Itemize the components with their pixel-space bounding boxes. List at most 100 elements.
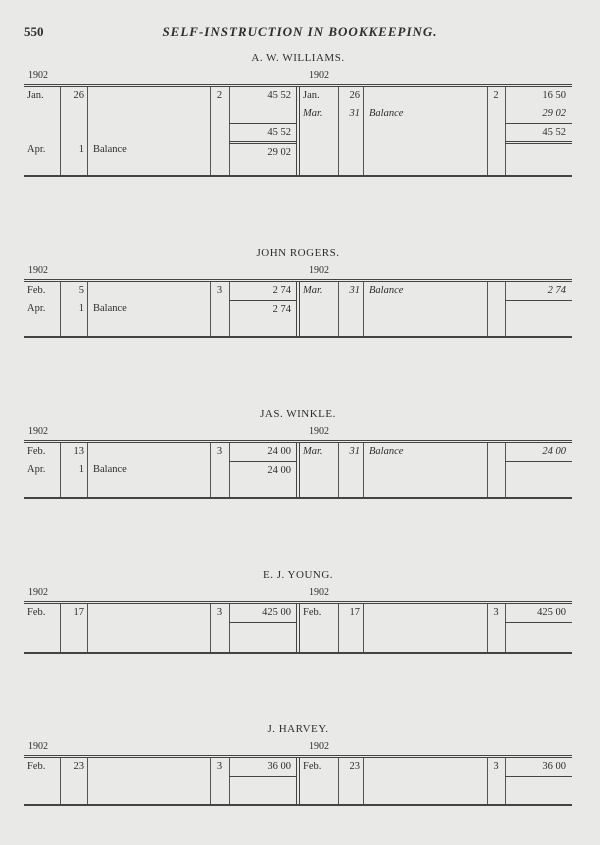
column-rule bbox=[87, 443, 88, 497]
entry-day bbox=[338, 461, 363, 479]
column-rule bbox=[229, 443, 230, 497]
ledger-entry: Mar. 31 Balance 2 74 bbox=[300, 282, 572, 300]
entry-day: 17 bbox=[73, 607, 85, 618]
debit-entries: Feb. 23 3 36 00 bbox=[24, 758, 297, 794]
entry-month bbox=[24, 622, 60, 640]
credit-entries: Mar. 31 Balance 2 74 bbox=[300, 282, 572, 318]
entry-month: Apr. bbox=[27, 303, 46, 314]
entry-amount: 45 52 bbox=[267, 90, 291, 101]
entry-folio: 3 bbox=[493, 761, 499, 772]
entry-folio bbox=[210, 141, 229, 159]
column-rule bbox=[229, 282, 230, 336]
credit-side: Feb. 17 3 425 00 bbox=[300, 604, 572, 652]
entry-day bbox=[60, 622, 87, 640]
entry-folio: 3 bbox=[216, 607, 223, 618]
debit-side: Feb. 23 3 36 00 bbox=[24, 758, 297, 804]
entry-folio: 2 bbox=[493, 90, 499, 101]
column-rule bbox=[338, 282, 339, 336]
entry-day bbox=[60, 105, 87, 123]
column-rule bbox=[505, 87, 506, 175]
column-rule bbox=[60, 604, 61, 652]
ledger-entry bbox=[24, 105, 297, 123]
ledger-account: A. W. WILLIAMS. 1902 1902 Jan. 26 2 45 52 45 52… bbox=[24, 52, 572, 177]
ledger-entry: Apr. 1 Balance 24 00 bbox=[24, 461, 297, 479]
entry-day bbox=[338, 300, 363, 318]
entry-desc bbox=[87, 123, 210, 141]
entry-amount: 24 00 bbox=[267, 446, 291, 457]
entry-month: Apr. bbox=[27, 464, 46, 475]
entry-month: Feb. bbox=[303, 607, 322, 618]
entry-day: 26 bbox=[349, 90, 361, 101]
ledger-entry bbox=[300, 300, 572, 318]
column-rule bbox=[210, 282, 211, 336]
ledger-table: Feb. 23 3 36 00 Feb. 23 3 36 00 bbox=[24, 755, 572, 806]
debit-entries: Feb. 17 3 425 00 bbox=[24, 604, 297, 640]
entry-folio bbox=[487, 105, 505, 123]
debit-year: 1902 bbox=[28, 426, 48, 437]
debit-entries: Feb. 5 3 2 74 Apr. 1 Balance 2 74 bbox=[24, 282, 297, 318]
entry-day bbox=[338, 123, 363, 141]
credit-year: 1902 bbox=[309, 587, 329, 598]
entry-folio bbox=[487, 282, 505, 300]
entry-day: 1 bbox=[78, 144, 84, 155]
entry-amount: 29 02 bbox=[229, 141, 297, 159]
entry-amount bbox=[505, 141, 572, 159]
ledger-account: JOHN ROGERS. 1902 1902 Feb. 5 3 2 74 Apr. 1 Balan… bbox=[24, 247, 572, 338]
column-rule bbox=[229, 604, 230, 652]
entry-month: Jan. bbox=[303, 90, 320, 101]
credit-entries: Feb. 17 3 425 00 bbox=[300, 604, 572, 640]
entry-month bbox=[300, 776, 338, 794]
entry-desc bbox=[363, 758, 487, 776]
column-rule bbox=[229, 758, 230, 804]
entry-month: Mar. bbox=[303, 446, 323, 457]
entry-folio bbox=[210, 123, 229, 141]
entry-month: Feb. bbox=[303, 761, 322, 772]
entry-folio: 2 bbox=[216, 90, 223, 101]
entry-desc: Balance bbox=[369, 285, 404, 296]
column-rule bbox=[338, 443, 339, 497]
entry-desc bbox=[87, 758, 210, 776]
entry-day: 23 bbox=[73, 761, 85, 772]
column-rule bbox=[363, 443, 364, 497]
entry-desc bbox=[87, 105, 210, 123]
entry-amount bbox=[505, 776, 572, 794]
year-row: 1902 1902 bbox=[24, 263, 572, 279]
entry-amount: 16 50 bbox=[542, 90, 566, 101]
entry-month: Feb. bbox=[27, 761, 46, 772]
column-rule bbox=[210, 758, 211, 804]
entry-day: 13 bbox=[73, 446, 85, 457]
center-double-rule bbox=[296, 443, 300, 497]
ledger-account: JAS. WINKLE. 1902 1902 Feb. 13 3 24 00 Apr. 1 Bal… bbox=[24, 408, 572, 499]
entry-amount bbox=[229, 776, 297, 794]
credit-year: 1902 bbox=[309, 265, 329, 276]
debit-entries: Jan. 26 2 45 52 45 52 Apr. 1 Balance 29 02 bbox=[24, 87, 297, 159]
entry-day bbox=[60, 123, 87, 141]
column-rule bbox=[487, 443, 488, 497]
entry-month bbox=[300, 461, 338, 479]
credit-year: 1902 bbox=[309, 70, 329, 81]
entry-amount: 24 00 bbox=[542, 446, 566, 457]
ledger-entry: Feb. 17 3 425 00 bbox=[24, 604, 297, 622]
entry-desc: Balance bbox=[93, 144, 127, 155]
column-rule bbox=[363, 87, 364, 175]
credit-side: Feb. 23 3 36 00 bbox=[300, 758, 572, 804]
ledger-entry: Jan. 26 2 45 52 bbox=[24, 87, 297, 105]
entry-amount: 2 74 bbox=[547, 285, 566, 296]
column-rule bbox=[210, 87, 211, 175]
entry-day bbox=[338, 622, 363, 640]
entry-month bbox=[300, 300, 338, 318]
entry-amount: 2 74 bbox=[272, 285, 291, 296]
entry-amount: 24 00 bbox=[229, 461, 297, 479]
account-name: JAS. WINKLE. bbox=[260, 408, 336, 420]
ledger-table: Jan. 26 2 45 52 45 52 Apr. 1 Balance 29 02 Jan. 26… bbox=[24, 84, 572, 177]
entry-amount: 425 00 bbox=[262, 607, 291, 618]
credit-side: Mar. 31 Balance 2 74 bbox=[300, 282, 572, 336]
entry-folio bbox=[210, 622, 229, 640]
entry-day: 23 bbox=[349, 761, 361, 772]
entry-desc bbox=[87, 622, 210, 640]
column-rule bbox=[87, 282, 88, 336]
entry-month bbox=[24, 123, 60, 141]
ledger-entry: 45 52 bbox=[24, 123, 297, 141]
debit-year: 1902 bbox=[28, 265, 48, 276]
ledger-entry: Mar. 31 Balance 24 00 bbox=[300, 443, 572, 461]
